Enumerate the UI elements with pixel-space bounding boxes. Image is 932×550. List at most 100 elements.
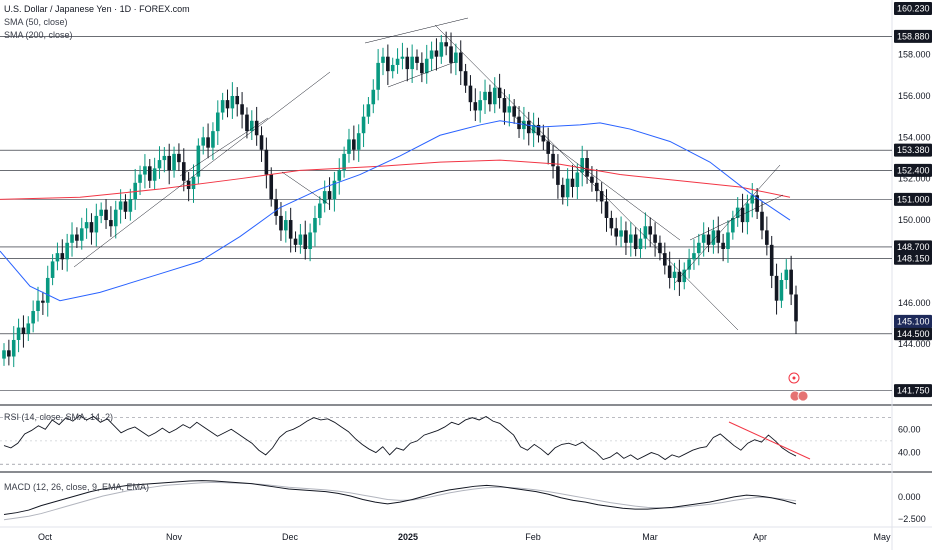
candle-body: [337, 170, 342, 181]
current-price-label-bg: [894, 314, 932, 328]
time-tick-label: Mar: [642, 532, 658, 542]
candle-body: [99, 209, 103, 216]
candle-body: [619, 230, 623, 237]
candle-body: [497, 87, 502, 99]
candle-body: [215, 112, 220, 132]
trendline: [179, 117, 269, 177]
candle-body: [653, 234, 657, 243]
candle-body: [590, 176, 594, 183]
candle-body: [152, 168, 157, 181]
level-price-label: 148.700: [897, 242, 930, 252]
candle-body: [11, 339, 16, 357]
candle-body: [546, 141, 550, 154]
candle-body: [551, 153, 555, 167]
time-tick-label: Apr: [753, 532, 767, 542]
candle-body: [259, 135, 264, 150]
rsi-legend: RSI (14, close, SMA, 14, 2): [4, 412, 114, 422]
candle-body: [692, 253, 696, 260]
candle-body: [318, 203, 322, 218]
time-tick-label: Dec: [282, 532, 299, 542]
candle-body: [308, 232, 312, 249]
current-price-label: 145.100: [897, 316, 930, 326]
candle-body: [138, 174, 142, 183]
level-price-label-bg: [894, 192, 932, 206]
candle-body: [220, 100, 225, 113]
candle-body: [21, 327, 26, 334]
candle-body: [560, 184, 565, 198]
time-tick-label: May: [873, 532, 891, 542]
candle-body: [118, 201, 123, 210]
candle-body: [332, 180, 337, 200]
candle-body: [531, 124, 536, 134]
candle-body: [638, 238, 643, 249]
level-price-label-bg: [894, 384, 932, 398]
level-price-label: 152.400: [897, 165, 930, 175]
candle-body: [327, 191, 332, 200]
candle-body: [400, 56, 405, 59]
macd-line: [3, 480, 797, 515]
rsi-line: [3, 414, 797, 461]
candle-body: [288, 220, 293, 239]
candle-body: [313, 217, 317, 233]
candle-body: [488, 91, 492, 105]
candle-body: [502, 98, 507, 113]
trendline: [387, 61, 456, 88]
candle-body: [284, 220, 288, 231]
candle-body: [36, 300, 40, 312]
candle-body: [60, 253, 65, 260]
trendline: [689, 194, 784, 241]
candle-body: [79, 228, 84, 241]
candle-body: [50, 261, 55, 278]
candle-body: [784, 269, 789, 281]
candle-body: [250, 120, 254, 132]
price-tick-label: 154.000: [898, 132, 931, 142]
candle-body: [779, 280, 784, 301]
candle-body: [376, 62, 380, 90]
event-marker-icon: [788, 372, 800, 384]
level-price-label: 153.380: [897, 145, 930, 155]
candle-body: [94, 215, 99, 233]
rsi-tick-label: 40.00: [898, 448, 921, 458]
candle-body: [492, 87, 497, 105]
candle-body: [701, 234, 706, 243]
candle-body: [711, 230, 716, 245]
candle-body: [371, 89, 376, 105]
candle-body: [420, 62, 424, 74]
candle-body: [143, 166, 147, 175]
candle-body: [478, 100, 482, 111]
candle-body: [774, 275, 779, 301]
price-tick-label: 152.000: [898, 174, 931, 184]
candle-body: [298, 234, 303, 245]
trendline: [281, 171, 331, 206]
candle-body: [16, 327, 21, 340]
candle-body: [750, 195, 755, 204]
candle-body: [167, 155, 172, 171]
candle-body: [84, 222, 89, 229]
level-price-label-bg: [894, 143, 932, 157]
candle-body: [614, 228, 619, 237]
candle-body: [264, 149, 269, 175]
candle-body: [177, 153, 181, 163]
candle-body: [789, 269, 793, 295]
level-price-label: 151.000: [897, 194, 930, 204]
top-price-label-bg: [894, 2, 932, 16]
candle-body: [556, 166, 560, 185]
time-tick-label: Oct: [38, 532, 53, 542]
rsi-trendline: [728, 421, 811, 460]
candle-body: [7, 350, 11, 357]
candle-body: [580, 158, 585, 173]
candle-body: [507, 106, 512, 113]
level-price-label-bg: [894, 251, 932, 265]
candle-body: [303, 234, 308, 249]
candle-body: [663, 253, 667, 266]
candle-body: [706, 234, 711, 245]
price-tick-label: 146.000: [898, 298, 931, 308]
chart-title: U.S. Dollar / Japanese Yen · 1D · FOREX.…: [4, 4, 190, 14]
candle-body: [468, 85, 473, 103]
candle-body: [687, 259, 691, 270]
candle-body: [113, 209, 118, 227]
trendline: [434, 24, 739, 331]
level-price-label: 158.880: [897, 31, 930, 41]
candle-body: [235, 95, 240, 105]
trendline: [674, 164, 781, 284]
